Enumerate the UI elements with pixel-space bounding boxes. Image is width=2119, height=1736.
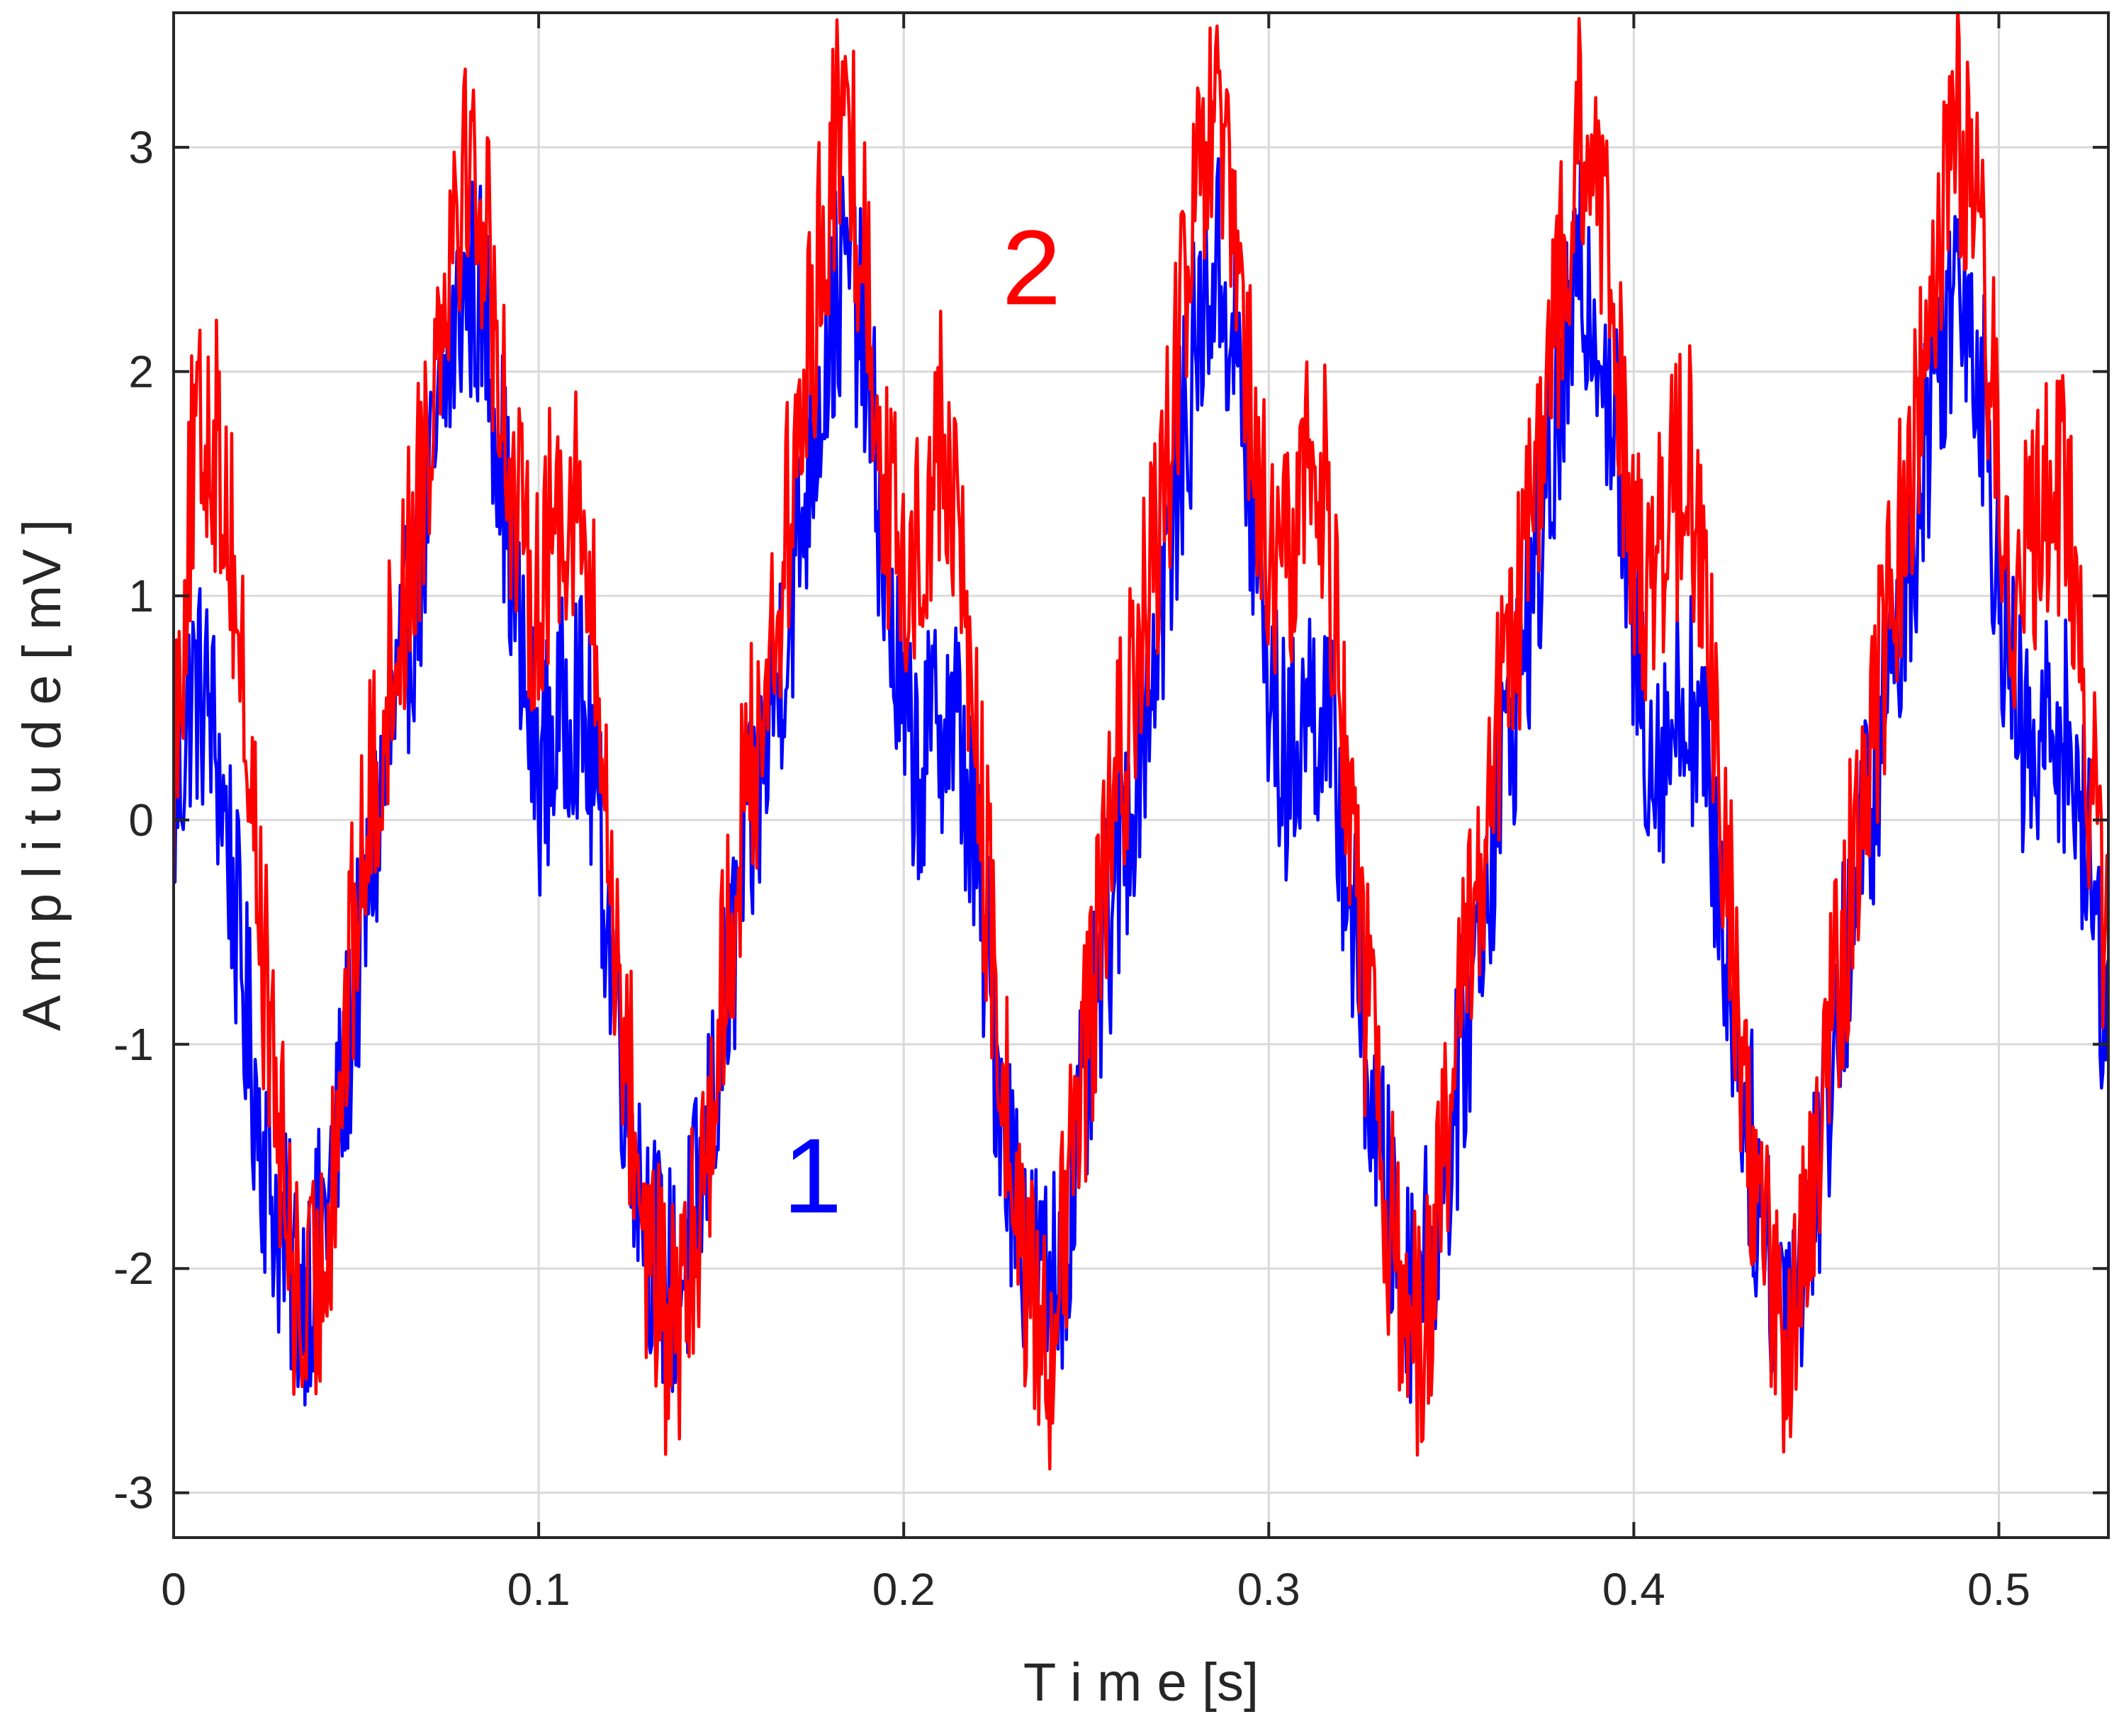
y-tick-labels: -3 -2 -1 0 1 2 3 <box>113 122 154 1518</box>
x-axis-label: T i m e [s] <box>1023 1652 1259 1713</box>
x-tick-labels: 0 0.1 0.2 0.3 0.4 0.5 <box>161 1564 2030 1615</box>
axis-ticks <box>172 13 2108 1538</box>
y-tick-label: -3 <box>113 1467 154 1518</box>
y-tick-label: -2 <box>113 1243 154 1294</box>
y-tick-label: 1 <box>128 570 154 621</box>
x-tick-label: 0 <box>161 1564 186 1615</box>
series-layer <box>174 13 2108 1471</box>
y-tick-label: 0 <box>128 794 154 845</box>
plot-area: 12 <box>174 13 2108 1471</box>
series-1 <box>174 157 2108 1407</box>
x-tick-label: 0.3 <box>1237 1564 1300 1615</box>
x-tick-label: 0.2 <box>872 1564 935 1615</box>
y-axis-label: A m p l i t u d e [ mV ] <box>12 519 72 1031</box>
series-2-line <box>174 13 2108 1471</box>
y-tick-label: 3 <box>128 122 154 173</box>
axes-frame <box>172 11 2110 1539</box>
series-1-line <box>174 157 2108 1407</box>
x-tick-label: 0.4 <box>1602 1564 1665 1615</box>
x-tick-label: 0.5 <box>1967 1564 2030 1615</box>
y-tick-label: -1 <box>113 1019 154 1070</box>
curve-label-1: 1 <box>783 1116 842 1235</box>
curve-label-2: 2 <box>1002 208 1061 327</box>
series-2 <box>174 13 2108 1471</box>
y-tick-label: 2 <box>128 346 154 397</box>
x-tick-label: 0.1 <box>507 1564 570 1615</box>
annotation-layer: 12 <box>783 208 1061 1235</box>
